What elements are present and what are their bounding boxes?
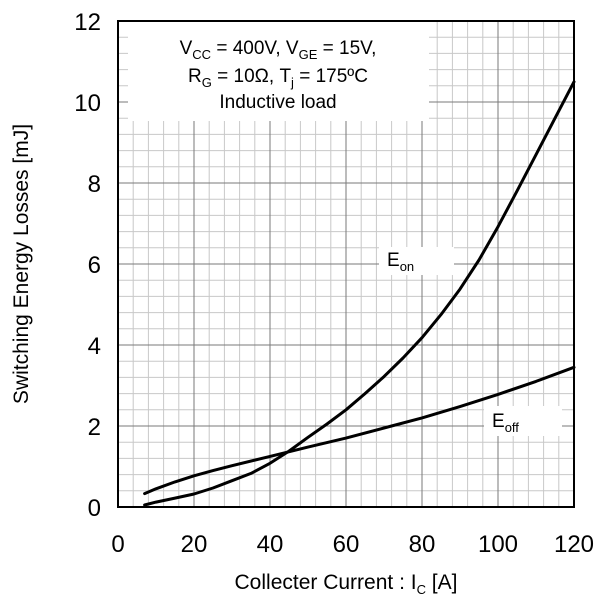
x-tick-label: 40 xyxy=(257,531,284,558)
eon-label-bg xyxy=(379,247,454,275)
series-layer xyxy=(143,80,576,507)
annotation-line-1: VCC = 400V, VGE = 15V, xyxy=(180,38,377,62)
series-line-e-on xyxy=(143,80,576,507)
y-tick-label: 10 xyxy=(74,90,101,117)
eoff-label: Eoff xyxy=(492,411,519,435)
x-tick-labels: 0 20 40 60 80 100 120 xyxy=(111,531,594,558)
x-tick-label: 0 xyxy=(111,531,124,558)
y-tick-label: 12 xyxy=(74,9,101,36)
y-tick-label: 8 xyxy=(88,171,101,198)
plot-frame xyxy=(117,20,575,508)
y-tick-label: 0 xyxy=(88,495,101,522)
annotation-line-3: Inductive load xyxy=(219,92,336,113)
y-tick-labels: 0 2 4 6 8 10 12 xyxy=(74,9,101,522)
eon-label: Eon xyxy=(387,250,414,274)
series-line-e-off xyxy=(143,365,576,496)
y-tick-label: 2 xyxy=(88,414,101,441)
x-tick-label: 60 xyxy=(333,531,360,558)
x-tick-label: 100 xyxy=(478,531,518,558)
x-axis-title: Collecter Current : IC [A] xyxy=(235,571,458,597)
x-tick-label: 120 xyxy=(554,531,594,558)
y-tick-label: 4 xyxy=(88,333,101,360)
y-tick-label: 6 xyxy=(88,252,101,279)
eoff-label-bg xyxy=(484,406,562,436)
x-tick-label: 20 xyxy=(181,531,208,558)
annotation-box xyxy=(128,22,429,121)
y-axis-title: Switching Energy Losses [mJ] xyxy=(10,124,33,404)
x-tick-label: 80 xyxy=(409,531,436,558)
annotation-line-2: RG = 10Ω, Tj = 175ºC xyxy=(188,66,368,90)
